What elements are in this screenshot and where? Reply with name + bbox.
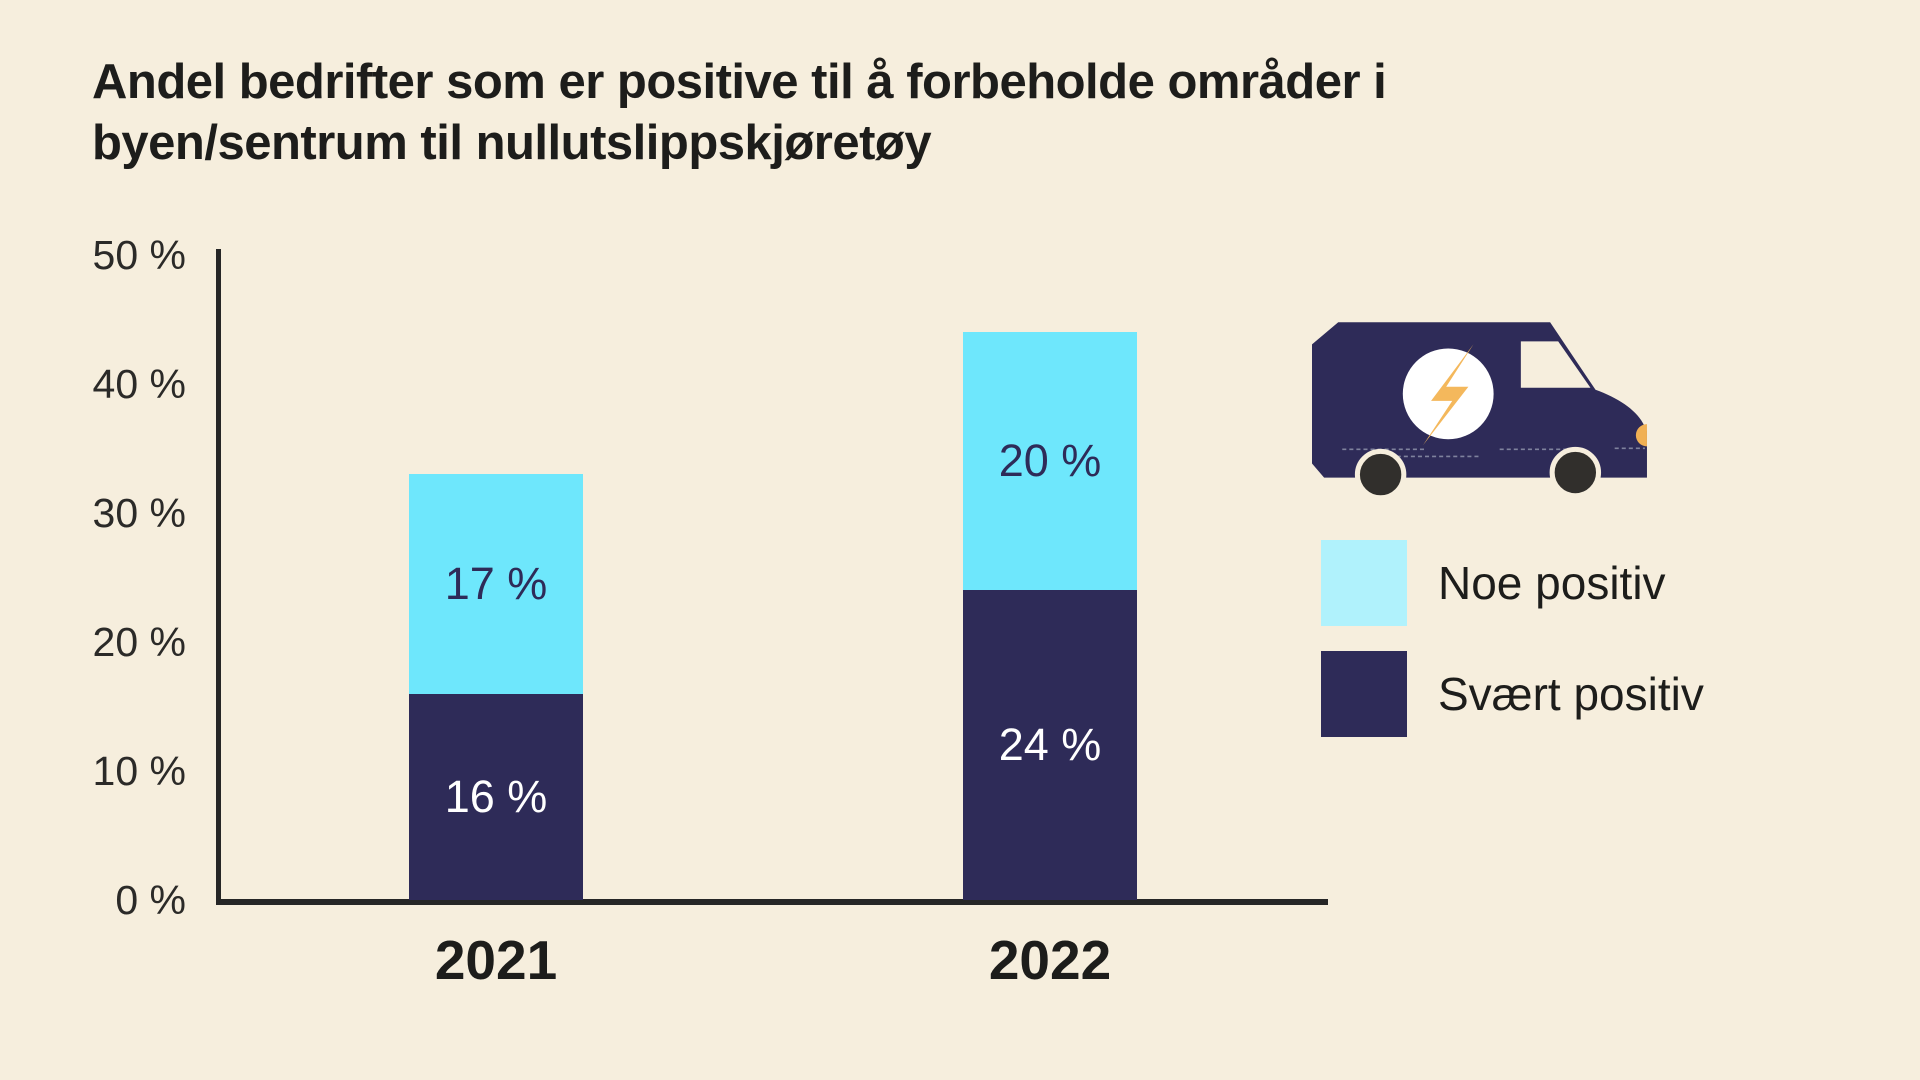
lightning-bolt-icon [1422,344,1474,446]
bar-segment-noe-positiv [963,332,1137,591]
chart-title: Andel bedrifter som er positive til å fo… [92,52,1592,174]
y-tick-label: 50 % [92,232,186,278]
x-axis-line [216,899,1328,905]
bar-segment-svært-positiv [409,693,583,900]
x-axis-label: 2022 [988,929,1112,991]
legend-label: Svært positiv [1438,668,1704,720]
y-tick-label: 0 % [115,877,186,923]
legend-swatch [1321,651,1407,737]
legend-item: Svært positiv [1321,651,1704,737]
y-axis-line [216,249,221,905]
bar-value-label: 16 % [444,770,548,822]
chart-title-line2: byen/sentrum til nullutslippskjøretøy [92,116,932,170]
legend-item: Noe positiv [1321,540,1704,626]
y-tick-label: 30 % [92,490,186,536]
van-wheel-front [1549,446,1602,499]
electric-delivery-van-icon [1312,322,1647,501]
bar-value-label: 17 % [444,557,548,609]
y-tick-label: 40 % [92,361,186,407]
legend-label: Noe positiv [1438,557,1666,609]
y-tick-label: 10 % [92,748,186,794]
chart-title-line1: Andel bedrifter som er positive til å fo… [92,55,1387,109]
van-window [1520,341,1591,388]
bar-value-label: 24 % [998,719,1102,771]
bar-value-label: 20 % [998,435,1102,487]
legend: Noe positiv Svært positiv [1321,540,1704,737]
van-wheel-rear [1354,448,1407,501]
bar-segment-svært-positiv [963,590,1137,900]
van-headlight [1635,424,1647,447]
legend-swatch [1321,540,1407,626]
x-axis-label: 2021 [434,929,558,991]
y-tick-label: 20 % [92,619,186,665]
bar-segment-noe-positiv [409,474,583,694]
